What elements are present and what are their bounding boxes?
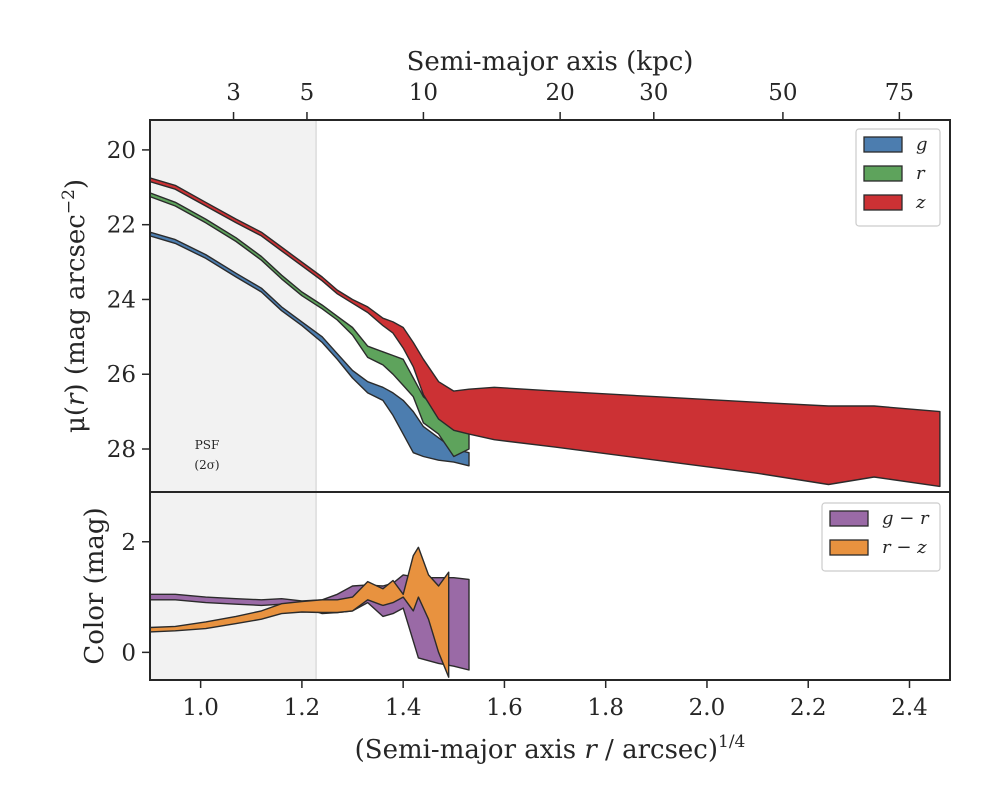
color-panel: 0 2 1.0 1.2 1.4 1.6 1.8 2.0 2.2 2.4 g − r r − z (121, 491, 951, 721)
xtick-label: 1.6 (486, 695, 523, 721)
ytick-label: 26 (107, 362, 136, 388)
legend-label-2: z (915, 192, 926, 213)
xtick-label: 1.0 (182, 695, 219, 721)
legend-label-0: g (916, 134, 928, 155)
bottom-panel-frame (149, 491, 951, 681)
xtick-label: 2.4 (891, 695, 928, 721)
legend-swatch-0 (829, 510, 869, 527)
ytick-label: 22 (107, 213, 136, 239)
top-xtick-label: 75 (885, 80, 914, 106)
top-xtick-label: 10 (409, 80, 438, 106)
top-xtick-label: 30 (639, 80, 668, 106)
legend-label-1: r (916, 163, 926, 184)
ytick-label: 24 (107, 287, 136, 313)
legend-swatch-2 (863, 194, 903, 211)
top-xtick-label: 3 (226, 80, 241, 106)
legend-label-0: g − r (882, 508, 930, 529)
band-g (150, 231, 470, 467)
top-xtick-label: 5 (300, 80, 315, 106)
band-z (150, 177, 941, 488)
legend-swatch-1 (863, 165, 903, 182)
ytick-label: 28 (107, 437, 136, 463)
top-xaxis-title: Semi-major axis (kpc) (407, 47, 694, 77)
xtick-label: 1.4 (385, 695, 422, 721)
psf-sigma-label: (2σ) (194, 458, 219, 472)
xtick-label: 2.0 (689, 695, 726, 721)
top-xtick-label: 20 (545, 80, 574, 106)
psf-label: PSF (195, 438, 220, 452)
xtick-label: 1.8 (587, 695, 624, 721)
ytick-label: 20 (107, 138, 136, 164)
ytick-label: 0 (121, 640, 136, 666)
bottom-xaxis-title: (Semi-major axis r / arcsec)1/4 (355, 732, 746, 765)
bottom-yaxis-title: Color (mag) (80, 507, 110, 664)
xtick-label: 2.2 (790, 695, 827, 721)
xtick-label: 1.2 (284, 695, 321, 721)
legend-swatch-0 (863, 136, 903, 153)
top-yaxis-title: μ(r) (mag arcsec−2) (59, 179, 91, 433)
psf-shaded-region (150, 120, 317, 680)
legend-label-1: r − z (882, 537, 927, 558)
top-xtick-label: 50 (768, 80, 797, 106)
band-r-minus-z (150, 546, 450, 678)
ytick-label: 2 (121, 530, 136, 556)
legend-swatch-1 (829, 539, 869, 556)
band-r (150, 192, 470, 458)
